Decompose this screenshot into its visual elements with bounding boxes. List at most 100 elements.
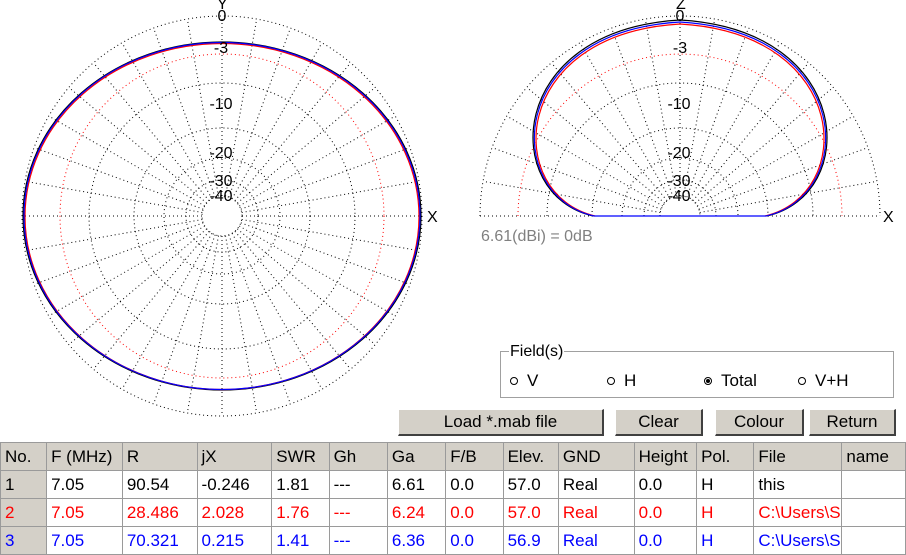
azimuth-spokes [22,16,422,416]
table-cell[interactable]: C:\Users\S [753,498,843,527]
field-option-h-label: H [624,371,637,390]
column-header-jx[interactable]: jX [196,442,273,471]
azimuth-ring-label-10: -10 [209,96,232,113]
table-cell[interactable]: 57.0 [502,470,559,499]
grid-spoke [611,27,674,198]
table-cell[interactable]: 0.0 [445,498,504,527]
table-cell[interactable]: 0.215 [196,526,273,555]
table-row[interactable]: 3 7.05 70.321 0.215 1.41 --- 6.36 0.0 56… [0,526,906,555]
column-header-name[interactable]: name [841,442,906,471]
grid-spoke [153,234,216,405]
table-cell[interactable]: --- [328,526,388,555]
radio-icon[interactable] [510,377,518,385]
azimuth-ring-label-3: -3 [214,40,228,57]
column-header-r[interactable]: R [121,442,198,471]
table-header-row: No. F (MHz) R jX SWR Gh Ga F/B Elev. GND… [0,442,906,471]
table-cell[interactable]: 2.028 [196,498,273,527]
grid-spoke [33,222,204,285]
table-cell[interactable]: 57.0 [502,498,559,527]
elevation-ring-label-3: -3 [673,40,687,57]
table-cell[interactable]: -0.246 [196,470,273,499]
table-cell[interactable]: 6.61 [386,470,447,499]
table-cell[interactable]: --- [328,470,388,499]
table-cell[interactable]: C:\Users\S [753,526,843,555]
row-number-cell[interactable]: 3 [0,526,48,555]
grid-spoke [48,225,205,317]
table-cell[interactable]: 0.0 [633,498,698,527]
table-cell[interactable]: H [696,470,755,499]
field-option-vh[interactable]: V+H [798,371,849,391]
grid-spoke [231,233,323,390]
azimuth-trace-blue [23,41,421,391]
table-cell[interactable]: H [696,498,755,527]
table-cell[interactable]: Real [557,498,635,527]
grid-spoke [93,230,210,370]
column-header-frequency[interactable]: F (MHz) [46,442,123,471]
table-cell[interactable]: 6.24 [386,498,447,527]
field-option-total[interactable]: Total [704,371,757,391]
grid-spoke [121,233,213,390]
table-cell[interactable]: 70.321 [121,526,198,555]
table-cell[interactable]: 0.0 [445,470,504,499]
column-header-ga[interactable]: Ga [386,442,447,471]
row-number-cell[interactable]: 2 [0,498,48,527]
table-cell[interactable]: 0.0 [633,470,698,499]
table-cell[interactable]: 7.05 [46,498,123,527]
column-header-height[interactable]: Height [633,442,698,471]
azimuth-ring-label-20: -20 [209,145,232,162]
grid-spoke [241,180,420,213]
clear-button[interactable]: Clear [615,409,703,436]
field-option-v[interactable]: V [510,371,538,391]
grid-spoke [234,62,351,202]
azimuth-ring-minus3-red [59,53,385,379]
table-cell[interactable]: Real [557,470,635,499]
grid-spoke [24,219,203,252]
field-selector-title: Field(s) [509,343,565,361]
column-header-fb[interactable]: F/B [445,442,504,471]
elevation-ring-label-0: 0 [676,8,685,25]
table-cell[interactable] [841,498,906,527]
field-option-h[interactable]: H [607,371,636,391]
table-cell[interactable]: --- [328,498,388,527]
table-cell[interactable]: Real [557,526,635,555]
table-row[interactable]: 1 7.05 90.54 -0.246 1.81 --- 6.61 0.0 57… [0,470,906,499]
column-header-no[interactable]: No. [0,442,48,471]
grid-spoke [240,147,411,210]
column-header-swr[interactable]: SWR [271,442,330,471]
table-cell[interactable]: 1.81 [271,470,330,499]
table-cell[interactable]: 0.0 [445,526,504,555]
gain-reference-note: 6.61(dBi) = 0dB [481,228,593,245]
table-cell[interactable]: 28.486 [121,498,198,527]
column-header-elev[interactable]: Elev. [502,442,559,471]
table-cell[interactable]: 7.05 [46,526,123,555]
row-number-cell[interactable]: 1 [0,470,48,499]
return-button[interactable]: Return [809,409,896,436]
table-cell[interactable] [841,526,906,555]
grid-spoke [68,228,208,345]
table-cell[interactable]: 56.9 [502,526,559,555]
load-mab-file-button[interactable]: Load *.mab file [398,409,604,436]
radio-selected-icon[interactable] [704,377,712,385]
table-cell[interactable]: 1.76 [271,498,330,527]
column-header-gnd[interactable]: GND [557,442,635,471]
table-cell[interactable]: H [696,526,755,555]
grid-spoke [239,115,396,207]
elevation-trace-black [532,19,828,217]
table-cell[interactable]: 0.0 [633,526,698,555]
table-cell[interactable] [841,470,906,499]
colour-button[interactable]: Colour [715,409,804,436]
grid-spoke [24,180,203,213]
table-cell[interactable]: this [753,470,843,499]
column-header-pol[interactable]: Pol. [696,442,755,471]
radio-icon[interactable] [607,377,615,385]
grid-spoke [698,147,869,210]
column-header-gh[interactable]: Gh [328,442,388,471]
table-cell[interactable]: 7.05 [46,470,123,499]
column-header-file[interactable]: File [753,442,843,471]
table-row[interactable]: 2 7.05 28.486 2.028 1.76 --- 6.24 0.0 57… [0,498,906,527]
table-cell[interactable]: 90.54 [121,470,198,499]
table-cell[interactable]: 1.41 [271,526,330,555]
radio-icon[interactable] [798,377,806,385]
table-cell[interactable]: 6.36 [386,526,447,555]
grid-spoke [68,87,208,204]
